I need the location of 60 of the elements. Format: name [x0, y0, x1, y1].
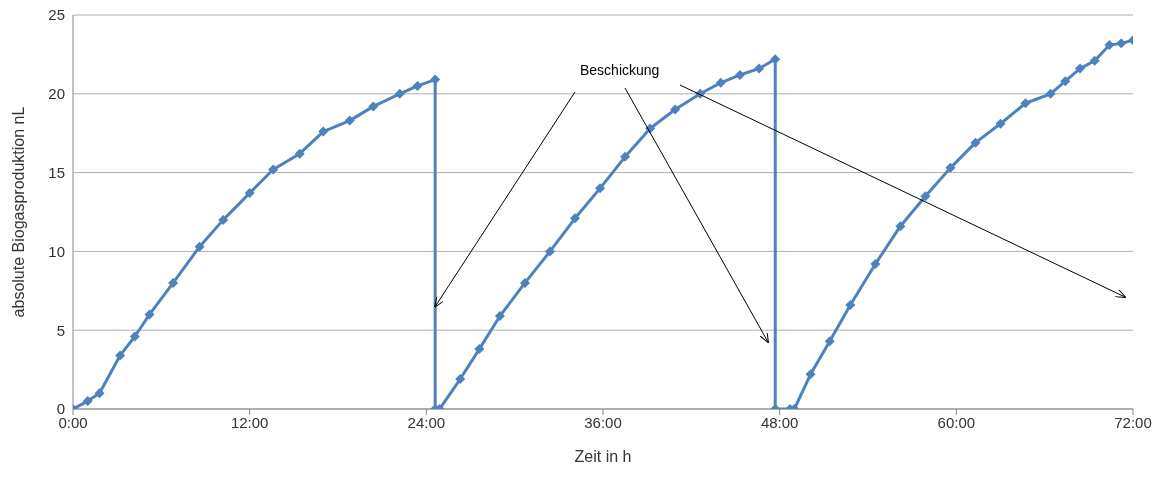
point [412, 80, 423, 91]
point [845, 299, 856, 310]
x-tick-label: 36:00 [584, 413, 622, 431]
point [474, 344, 485, 355]
point [519, 277, 530, 288]
point [368, 101, 379, 112]
point [715, 77, 726, 88]
annotation: Beschickung [580, 62, 660, 78]
point [318, 126, 329, 137]
point [870, 259, 881, 270]
point [194, 241, 205, 252]
point [595, 183, 606, 194]
point [1045, 88, 1056, 99]
point [770, 54, 781, 65]
point [920, 191, 931, 202]
point [1075, 63, 1085, 74]
x-tick-label: 72:00 [1114, 413, 1152, 431]
y-tick-label: 20 [48, 85, 65, 103]
point [344, 115, 355, 126]
point [115, 350, 126, 361]
x-tick-label: 48:00 [760, 413, 799, 431]
point [995, 118, 1006, 129]
point [754, 63, 765, 74]
point [824, 336, 835, 347]
point [734, 69, 745, 80]
point [394, 88, 405, 99]
point [945, 162, 956, 173]
point [244, 188, 255, 199]
point [268, 164, 279, 175]
point [494, 311, 505, 322]
point [895, 221, 906, 232]
point [294, 148, 305, 159]
y-axis-title: absolute Biogasproduktion nL [9, 106, 27, 318]
y-tick-label: 10 [48, 242, 65, 260]
x-axis-title: Zeit in h [574, 448, 632, 465]
y-tick-label: 25 [48, 6, 65, 24]
x-tick-label: 12:00 [230, 413, 269, 431]
point [430, 74, 441, 85]
point [1089, 55, 1100, 66]
point [168, 277, 179, 288]
point [670, 104, 681, 115]
point [1060, 76, 1071, 87]
point [1104, 39, 1115, 50]
point [82, 396, 93, 407]
point [144, 309, 155, 320]
y-tick-label: 5 [56, 321, 65, 339]
point [620, 151, 631, 162]
point [1116, 38, 1127, 49]
point [970, 137, 981, 148]
point [129, 331, 140, 342]
point [805, 369, 816, 380]
point [455, 374, 466, 385]
x-tick-label: 24:00 [407, 413, 446, 431]
point [1020, 98, 1031, 109]
point [570, 213, 581, 224]
point [545, 246, 555, 257]
point [218, 214, 229, 225]
x-tick-label: 60:00 [937, 413, 976, 431]
y-tick-label: 15 [48, 163, 65, 181]
point [94, 388, 105, 399]
